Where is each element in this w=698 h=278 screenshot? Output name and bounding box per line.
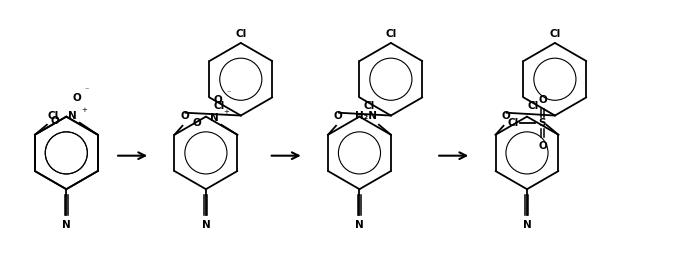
Text: O: O xyxy=(180,111,189,121)
Text: Cl: Cl xyxy=(528,101,539,111)
Text: +: + xyxy=(223,109,229,115)
Text: N: N xyxy=(209,113,218,123)
Text: O: O xyxy=(538,141,547,151)
Text: S: S xyxy=(539,118,546,128)
Text: N: N xyxy=(202,220,210,230)
Text: N: N xyxy=(523,220,531,230)
Text: O: O xyxy=(51,116,60,126)
Text: Cl: Cl xyxy=(214,101,225,111)
Text: O: O xyxy=(334,111,343,121)
Text: N: N xyxy=(62,220,70,230)
Text: ⁻: ⁻ xyxy=(226,89,231,98)
Text: H₂N: H₂N xyxy=(355,111,377,121)
Text: Cl: Cl xyxy=(364,101,375,111)
Text: O: O xyxy=(193,118,201,128)
Text: N: N xyxy=(68,111,77,121)
Text: Cl: Cl xyxy=(235,29,246,39)
Text: Cl: Cl xyxy=(48,111,59,121)
Text: +: + xyxy=(82,107,88,113)
Text: O: O xyxy=(501,111,510,121)
Text: Cl: Cl xyxy=(385,29,396,39)
Text: O: O xyxy=(73,93,81,103)
Text: ⁻: ⁻ xyxy=(84,86,89,95)
Text: Cl: Cl xyxy=(507,118,519,128)
Text: N: N xyxy=(355,220,364,230)
Text: O: O xyxy=(538,95,547,105)
Text: O: O xyxy=(214,95,223,105)
Text: Cl: Cl xyxy=(549,29,560,39)
